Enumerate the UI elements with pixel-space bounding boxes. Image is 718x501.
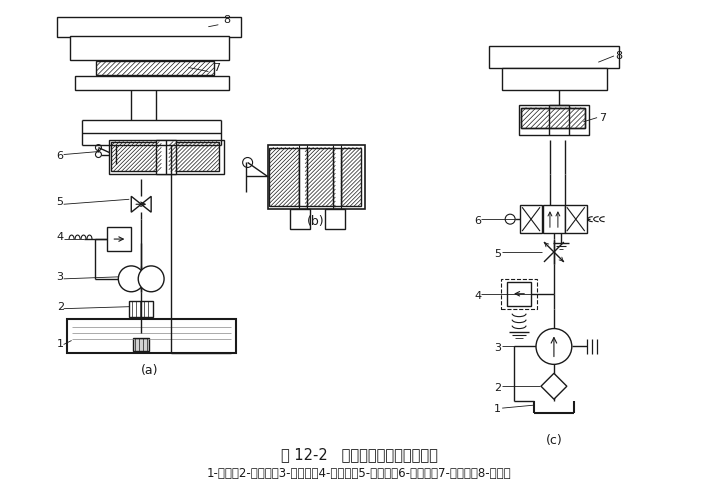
Bar [333,148,341,207]
Bar [565,206,587,233]
Text: 1: 1 [57,339,64,349]
Bar [543,206,565,233]
Bar [134,338,149,352]
Text: 5: 5 [494,248,501,259]
Text: 8: 8 [223,15,230,25]
Bar [507,282,531,306]
Bar [111,142,161,172]
Bar [57,18,241,38]
Bar [325,210,345,229]
Bar [341,148,361,207]
Bar [521,109,584,128]
Text: (c): (c) [546,433,562,446]
Bar [67,319,236,354]
Bar [129,301,153,317]
Text: (b): (b) [307,215,324,227]
Text: 5: 5 [57,197,64,207]
Circle shape [95,152,101,158]
Text: 6: 6 [475,216,481,225]
Circle shape [118,267,144,292]
Text: 6: 6 [57,150,64,160]
Polygon shape [141,197,151,213]
Text: 7: 7 [213,63,220,73]
Circle shape [243,158,253,168]
Text: (a): (a) [141,364,158,377]
Text: 2: 2 [57,301,64,311]
Text: 3: 3 [494,343,501,353]
Bar [299,148,307,207]
Bar [269,148,299,207]
Bar [501,279,537,309]
Bar [519,106,589,135]
Polygon shape [541,374,567,399]
Text: 4: 4 [57,231,64,241]
Bar [489,47,618,69]
Text: 图 12-2   机床工作台液压传动系统: 图 12-2 机床工作台液压传动系统 [281,446,437,461]
Text: 7: 7 [599,113,606,122]
Circle shape [536,329,572,365]
Bar [305,148,335,207]
Text: 4: 4 [475,290,482,300]
Bar [70,37,229,61]
Text: 2: 2 [494,382,501,392]
Bar [502,69,607,91]
Polygon shape [131,197,141,213]
Circle shape [95,145,101,151]
Bar [169,142,219,172]
Circle shape [505,215,515,224]
Bar [520,206,542,233]
Bar [156,140,176,175]
Text: 8: 8 [615,51,623,61]
Text: 1-油筱；2-过滤器；3-液压泵；4-溢流阀；5-节流阀；6-换向阀；7-液压缸；8-工作台: 1-油筱；2-过滤器；3-液压泵；4-溢流阀；5-节流阀；6-换向阀；7-液压缸… [207,466,511,479]
Bar [521,109,584,128]
Bar [268,145,365,210]
Bar [75,77,229,91]
Bar [290,210,310,229]
Circle shape [139,267,164,292]
Bar [109,140,224,175]
Text: 3: 3 [57,272,64,281]
Bar [108,227,131,252]
Bar [96,62,214,76]
Text: 1: 1 [494,403,501,413]
